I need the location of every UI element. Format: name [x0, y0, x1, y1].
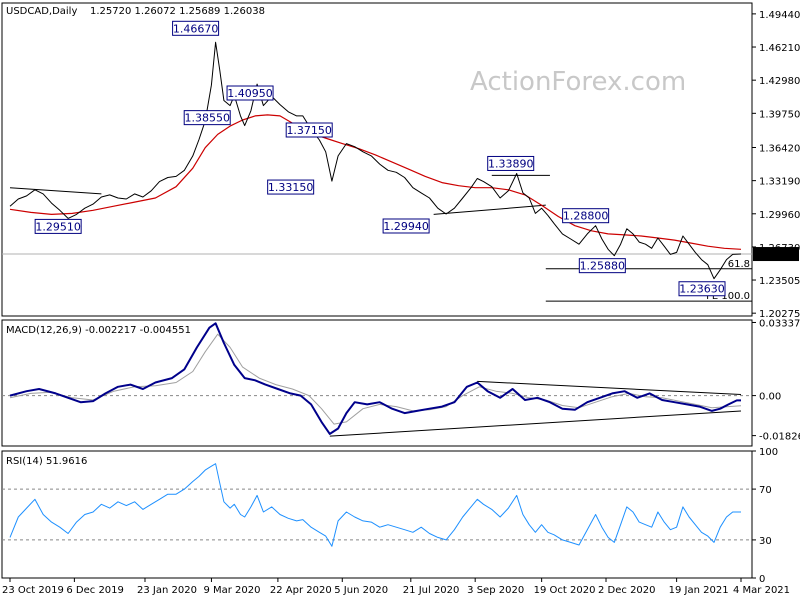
macd-tick-label: 0.00	[759, 392, 781, 403]
moving-average-line	[9, 114, 742, 250]
annotation-label: 1.29940	[383, 220, 429, 233]
macd-trendline	[477, 380, 742, 396]
macd-signal-line	[9, 333, 742, 425]
annotation-label: 1.25880	[580, 260, 626, 273]
x-tick-label: 23 Jan 2020	[137, 585, 197, 596]
price-tick-label: 1.33190	[759, 177, 800, 188]
annotation-box	[172, 20, 220, 36]
macd-tick-label: -0.018262	[759, 432, 800, 443]
x-tick-label: 3 Sep 2020	[467, 585, 524, 596]
macd-tick-label: 0.03337	[759, 318, 800, 329]
price-tick-label: 1.20275	[759, 309, 800, 320]
price-tick-label: 1.46210	[759, 43, 800, 54]
price-tick-label: 1.29960	[759, 210, 800, 221]
macd-panel-frame	[1, 319, 753, 447]
annotation-box	[285, 122, 333, 138]
annotation-box	[382, 218, 430, 234]
price-tick-label: 1.36420	[759, 143, 800, 154]
annotation-box	[678, 281, 726, 297]
annotation-box	[34, 218, 82, 234]
price-tick-label: 1.23505	[759, 276, 800, 287]
macd-line	[9, 322, 741, 435]
rsi-line	[9, 463, 741, 547]
rsi-panel-frame	[1, 450, 753, 579]
price-trendline	[433, 204, 546, 215]
annotation-label: 1.46670	[173, 22, 219, 35]
fibonacci-label: FE 100.0	[706, 291, 750, 302]
rsi-tick-label: 70	[759, 485, 772, 496]
fibonacci-label: 61.8	[728, 259, 750, 270]
x-tick-label: 6 Dec 2019	[66, 585, 124, 596]
current-price-box	[753, 247, 799, 262]
x-tick-label: 2 Dec 2020	[598, 585, 656, 596]
rsi-title: RSI(14) 51.9616	[6, 456, 87, 467]
macd-trendline	[329, 410, 742, 437]
price-trendline	[9, 187, 102, 195]
price-tick-label: 1.49440	[759, 10, 800, 21]
annotation-label: 1.29510	[35, 220, 81, 233]
price-tick-label: 1.39750	[759, 109, 800, 120]
x-tick-label: 19 Jan 2021	[669, 585, 729, 596]
rsi-tick-label: 100	[759, 447, 778, 458]
annotation-label: 1.33890	[488, 157, 534, 170]
x-tick-label: 9 Mar 2020	[203, 585, 260, 596]
macd-title: MACD(12,26,9) -0.002217 -0.004551	[6, 325, 191, 336]
annotation-label: 1.23630	[679, 283, 725, 296]
rsi-tick-label: 30	[759, 536, 772, 547]
annotation-label: 1.38550	[184, 112, 230, 125]
watermark: ActionForex.com	[470, 67, 686, 97]
annotation-label: 1.33150	[268, 181, 314, 194]
x-tick-label: 21 Jul 2020	[403, 585, 460, 596]
x-tick-label: 5 Jun 2020	[334, 585, 388, 596]
x-tick-label: 23 Oct 2019	[2, 585, 64, 596]
annotation-box	[487, 155, 535, 171]
rsi-tick-label: 0	[759, 574, 765, 585]
annotation-label: 1.37150	[286, 124, 332, 137]
ohlc-values: 1.25720 1.26072 1.25689 1.26038	[90, 6, 265, 17]
x-tick-label: 22 Apr 2020	[270, 585, 332, 596]
price-tick-label: 1.42980	[759, 76, 800, 87]
price-line	[9, 41, 742, 280]
price-panel-frame	[1, 2, 753, 317]
x-tick-label: 4 Mar 2021	[733, 585, 790, 596]
annotation-box	[267, 179, 315, 195]
current-price-label: 1.26038	[756, 250, 797, 261]
annotation-box	[578, 258, 626, 274]
annotation-box	[562, 208, 610, 224]
annotation-box	[183, 110, 231, 126]
annotation-label: 1.28800	[563, 210, 609, 223]
symbol-label: USDCAD,Daily	[6, 6, 77, 17]
x-tick-label: 19 Oct 2020	[534, 585, 596, 596]
annotation-box	[226, 85, 274, 101]
annotation-label: 1.40950	[227, 87, 273, 100]
